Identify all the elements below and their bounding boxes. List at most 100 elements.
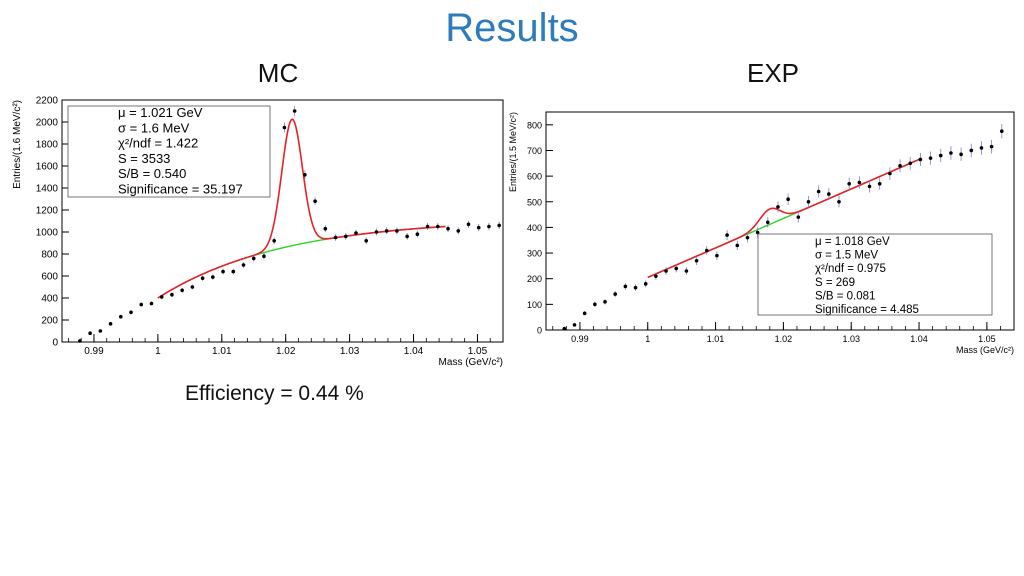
mc-data-point: [190, 285, 195, 289]
mc-data-point: [211, 275, 215, 279]
exp-y-tick-label: 200: [527, 274, 542, 284]
mc-x-tick-label: 1.02: [276, 346, 296, 357]
mc-data-point: [313, 199, 317, 203]
exp-data-point: [593, 302, 597, 307]
exp-stats-box: [757, 233, 993, 316]
mc-y-tick-label: 200: [41, 316, 58, 327]
mc-plot-frame: [61, 99, 504, 343]
mc-x-tick-label: 1.03: [340, 346, 360, 357]
exp-x-tick-label: 1: [645, 334, 650, 344]
exp-data-point: [755, 230, 760, 235]
mc-data-point: [241, 263, 246, 267]
exp-data-point: [562, 326, 567, 331]
exp-data-point: [816, 189, 821, 194]
mc-data-point: [487, 224, 491, 229]
mc-data-point: [456, 229, 461, 233]
exp-data-point: [633, 285, 638, 290]
mc-data-point: [374, 230, 379, 234]
mc-data-point: [364, 239, 369, 243]
exp-y-tick-label: 700: [527, 146, 542, 156]
exp-data-point: [959, 152, 963, 157]
exp-data-point: [928, 156, 933, 160]
mc-panel-title: MC: [257, 58, 299, 88]
mc-data-point: [303, 173, 307, 177]
exp-y-tick-label: 0: [537, 326, 542, 336]
exp-data-point: [867, 184, 872, 189]
exp-data-point: [684, 269, 689, 273]
exp-data-point: [745, 235, 750, 240]
mc-data-point: [272, 239, 276, 243]
exp-data-point: [888, 171, 892, 176]
mc-y-tick-label: 400: [41, 294, 58, 305]
exp-x-tick-label: 1.05: [978, 334, 996, 344]
mc-data-point: [129, 310, 133, 315]
mc-data-point: [354, 231, 358, 235]
mc-data-point: [323, 226, 328, 231]
exp-data-point: [694, 258, 699, 263]
exp-data-point: [765, 220, 770, 225]
mc-data-point: [292, 109, 297, 113]
mc-y-tick-label: 2000: [36, 118, 59, 129]
exp-data-point: [806, 199, 811, 204]
exp-y-tick-label: 100: [527, 300, 542, 310]
exp-y-tick-label: 800: [527, 120, 542, 130]
exp-x-tick-label: 0.99: [571, 334, 589, 344]
mc-stats-line: σ = 1.6 MeV: [118, 120, 190, 135]
mc-data-point: [476, 225, 481, 230]
exp-data-point: [643, 282, 648, 286]
mc-data-point: [231, 269, 236, 274]
exp-y-tick-label: 400: [527, 223, 542, 233]
mc-y-axis-label: Entries/(1.6 MeV/c²): [12, 100, 23, 189]
mc-y-tick-label: 1200: [36, 206, 59, 217]
efficiency-label: Efficiency = 0.44 %: [185, 382, 364, 405]
exp-data-point: [827, 192, 831, 196]
mc-stats-line: χ²/ndf = 1.422: [118, 136, 198, 151]
mc-data-point: [139, 302, 144, 307]
mc-x-tick-label: 1.01: [212, 346, 232, 357]
exp-stats-line: μ = 1.018 GeV: [815, 236, 890, 248]
exp-data-point: [877, 182, 882, 186]
mc-y-tick-label: 1600: [36, 162, 59, 173]
exp-stats-line: S = 269: [815, 277, 855, 289]
exp-x-tick-label: 1.03: [842, 334, 860, 344]
exp-data-point: [908, 161, 913, 166]
mc-stats-line: S = 3533: [118, 151, 170, 166]
exp-data-point: [715, 253, 719, 258]
exp-stats-line: χ²/ndf = 0.975: [815, 263, 886, 275]
exp-data-point: [725, 233, 729, 237]
exp-data-point: [898, 164, 902, 168]
mc-y-tick-label: 0: [52, 338, 58, 349]
mc-data-point: [119, 314, 123, 319]
mc-data-point: [333, 235, 338, 240]
mc-stats-line: μ = 1.021 GeV: [118, 105, 203, 120]
mc-data-point: [425, 224, 430, 229]
exp-y-tick-label: 300: [527, 249, 542, 259]
exp-data-point: [979, 146, 984, 150]
mc-y-tick-label: 1000: [36, 228, 59, 239]
mc-y-tick-label: 2200: [36, 96, 59, 107]
exp-data-point: [572, 323, 577, 327]
mc-data-point: [78, 339, 82, 343]
exp-data-point: [704, 248, 709, 253]
exp-data-point: [623, 284, 628, 289]
mc-x-tick-label: 1.05: [468, 346, 488, 357]
exp-data-point: [786, 197, 790, 201]
exp-y-tick-label: 500: [527, 197, 542, 207]
exp-stats-line: Significance = 4.485: [815, 304, 919, 316]
mc-data-point: [497, 223, 501, 228]
exp-data-point: [949, 151, 953, 155]
exp-x-axis-label: Mass (GeV/c²): [956, 345, 1014, 355]
mc-data-point: [415, 232, 420, 236]
mc-x-tick-label: 1: [155, 346, 161, 357]
exp-data-point: [664, 269, 668, 273]
exp-y-tick-label: 600: [527, 172, 542, 182]
mc-x-axis-label: Mass (GeV/c²): [439, 357, 503, 368]
mc-data-point: [343, 234, 348, 239]
exp-data-point: [857, 180, 862, 185]
exp-signal-fit-curve: [647, 158, 920, 279]
exp-x-tick-label: 1.01: [707, 334, 725, 344]
mc-data-point: [466, 222, 471, 227]
exp-data-point: [603, 299, 607, 304]
exp-data-point: [847, 182, 851, 186]
